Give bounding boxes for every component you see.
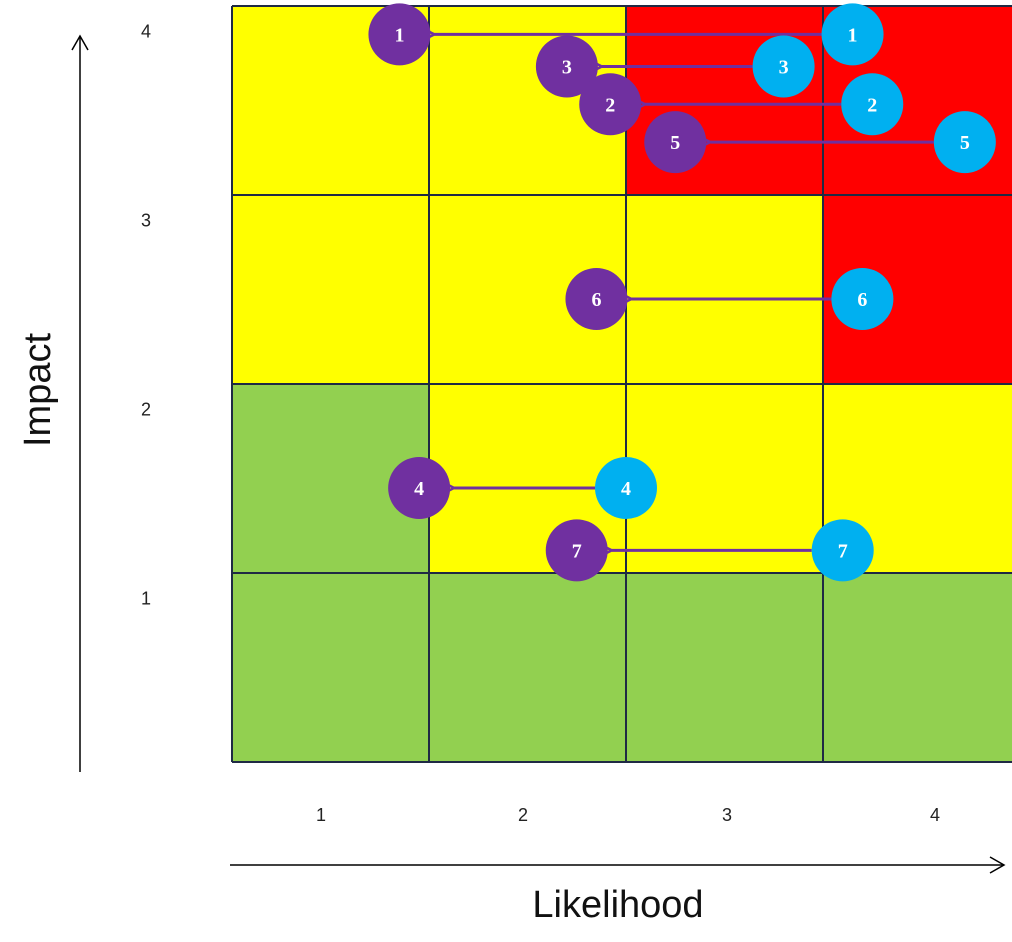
y-axis-arrow [71,34,89,772]
before-marker-4 [595,456,657,519]
cell-l3-i1 [626,573,823,762]
after-marker-label-5: 5 [670,132,680,154]
before-marker-label-3: 3 [779,56,789,78]
x-tick-labels: 1 2 3 4 [316,805,940,825]
mitigation-arrows [434,34,934,550]
after-marker-label-7: 7 [572,540,582,562]
after-marker-label-4: 4 [414,478,424,500]
after-marker-label-2: 2 [605,94,615,116]
before-marker-2 [841,73,904,136]
before-marker-label-1: 1 [848,24,858,46]
before-marker-6 [831,267,894,330]
cell-l1-i1 [232,573,429,762]
after-marker-5 [644,111,707,174]
x-axis-title: Likelihood [532,884,703,926]
x-tick-label: 3 [722,805,732,825]
cell-l4-i1 [823,573,1012,762]
before-marker-label-6: 6 [857,289,867,311]
y-tick-label: 4 [141,22,151,42]
before-marker-label-7: 7 [838,540,848,562]
x-axis-arrow [230,856,1006,874]
after-marker-1 [368,3,431,66]
risk-markers: 1 1 3 3 2 2 5 5 6 6 4 4 7 7 [368,3,996,582]
cell-l2-i1 [429,573,626,762]
x-tick-label: 2 [518,805,528,825]
before-marker-7 [811,519,874,582]
before-marker-label-5: 5 [960,132,970,154]
after-marker-2 [579,73,642,136]
before-marker-3 [752,35,815,98]
heatmap-cells [232,6,1012,762]
after-marker-7 [545,519,608,582]
before-marker-label-2: 2 [867,94,877,116]
x-tick-label: 1 [316,805,326,825]
after-marker-label-1: 1 [394,24,404,46]
after-marker-label-3: 3 [562,56,572,78]
before-marker-5 [933,111,996,174]
grid-lines [231,5,1012,763]
y-axis-title: Impact [17,333,59,447]
cell-l3-i3 [626,195,823,384]
after-marker-3 [535,35,598,98]
y-tick-label: 2 [141,400,151,420]
before-marker-1 [821,3,884,66]
y-tick-labels: 1 2 3 4 [141,22,151,609]
cell-l1-i3 [232,195,429,384]
before-marker-label-4: 4 [621,478,631,500]
after-marker-4 [388,456,451,519]
after-marker-6 [565,267,628,330]
cell-l3-i2 [626,384,823,573]
y-tick-label: 3 [141,211,151,231]
x-tick-label: 4 [930,805,940,825]
y-tick-label: 1 [141,589,151,609]
after-marker-label-6: 6 [591,289,601,311]
